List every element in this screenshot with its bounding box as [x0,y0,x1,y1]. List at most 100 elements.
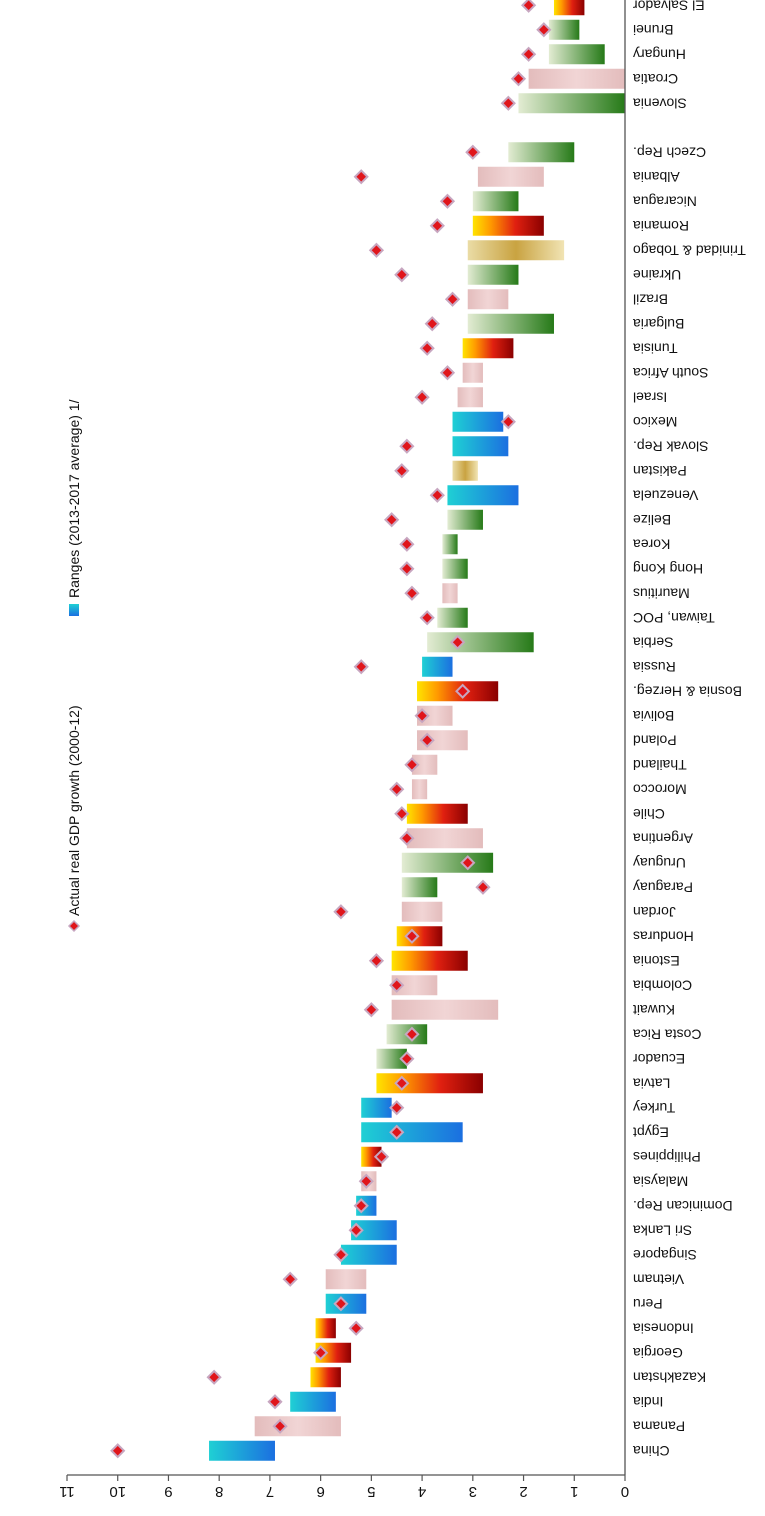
category-label: Ukraine [633,267,681,283]
category-label: Israel [633,389,667,405]
actual-growth-marker [282,1271,298,1287]
range-bar [472,215,544,236]
actual-growth-marker [414,708,430,724]
range-bar [452,436,509,457]
actual-growth-marker [404,1026,420,1042]
range-bar [391,999,499,1020]
actual-growth-marker [419,610,435,626]
range-bar [401,852,494,873]
range-bar [462,362,483,383]
range-bar [447,509,483,530]
x-tick-label: 4 [418,1483,426,1500]
range-bar [462,338,514,359]
category-label: Thailand [633,757,687,773]
actual-growth-marker [500,95,516,111]
category-label: Romania [633,218,689,234]
actual-growth-marker [358,1173,374,1189]
actual-growth-marker [404,585,420,601]
range-bar [391,950,468,971]
actual-growth-marker [206,1369,222,1385]
actual-growth-marker [521,0,537,13]
legend-range-label: Ranges (2013-2017 average) 1/ [66,399,82,598]
actual-growth-marker [465,144,481,160]
category-label: Georgia [633,1345,683,1361]
actual-growth-marker [333,904,349,920]
legend-actual-label: Actual real GDP growth (2000-12) [66,705,82,916]
range-bar [351,1220,397,1241]
actual-growth-marker [399,561,415,577]
category-label: Colombia [633,977,692,993]
legend-actual-swatch [67,919,81,933]
actual-growth-marker [449,634,466,650]
category-label: Slovak Rep. [633,438,708,454]
category-label: Serbia [633,634,674,650]
actual-growth-marker [394,463,410,479]
actual-growth-marker [399,830,415,846]
actual-growth-marker [439,193,456,209]
category-label: Croatia [633,71,678,87]
category-label: Brazil [633,291,668,307]
actual-growth-marker [333,1296,349,1312]
actual-growth-marker [353,659,369,675]
actual-growth-marker [399,536,415,552]
range-bar [401,877,438,898]
range-bar [452,411,504,432]
range-bar [427,632,534,653]
actual-growth-marker [272,1418,288,1434]
range-bar [315,1342,352,1363]
range-bar [548,44,605,65]
axes-layer: 0011223344556677889910101111 [59,0,629,1500]
x-tick-label: 10 [109,1483,126,1500]
range-bar [467,289,509,310]
actual-growth-marker [373,1149,390,1165]
range-bar [315,1318,336,1339]
category-label: Czech Rep. [633,144,706,160]
actual-growth-marker [368,953,385,969]
range-bar [447,485,519,506]
actual-growth-marker [267,1394,283,1410]
legend: Ranges (2013-2017 average) 1/Actual real… [66,399,82,933]
actual-growth-marker [389,1100,405,1116]
category-label: Morocco [633,781,687,797]
range-bar [442,534,458,555]
category-label: Pakistan [633,463,687,479]
actual-growth-marker [500,414,516,430]
actual-growth-marker [353,169,369,185]
x-tick-label: 0 [621,1483,629,1500]
range-bar [417,705,453,726]
actual-growth-marker [394,267,410,283]
category-label: Malaysia [633,1173,688,1189]
actual-growth-marker [404,757,420,773]
actual-growth-marker [455,683,471,699]
actual-growth-marker [444,291,461,307]
range-bar [457,387,483,408]
actual-growth-marker [348,1222,364,1238]
category-label: China [633,1443,670,1459]
category-label: Egypt [633,1124,669,1140]
actual-growth-marker [389,1124,405,1140]
category-label: Argentina [633,830,693,846]
category-label: India [633,1394,664,1410]
actual-growth-marker [429,487,445,503]
actual-growth-marker [475,879,491,895]
category-label: Chile [633,806,665,822]
actual-growth-marker [414,389,430,405]
range-bar [376,1048,407,1069]
actual-growth-marker [394,1075,410,1091]
category-label: Albania [633,169,680,185]
actual-growth-marker [110,1443,126,1459]
category-label: Estonia [633,953,680,969]
category-label: Trinidad & Tobago [633,242,746,258]
range-bar [477,166,544,187]
range-bar [467,240,565,261]
range-bar [361,1097,392,1118]
rotated-chart-group: 0011223344556677889910101111 ChinaPanama… [59,0,746,1500]
range-bar [467,264,519,285]
range-bar [340,1244,397,1265]
actual-growth-marker [404,928,420,944]
range-bar [406,828,483,849]
actual-growth-marker [419,340,435,356]
legend-range-swatch [69,604,79,616]
actual-growth-marker [399,1051,415,1067]
category-label: Tunisia [633,340,678,356]
